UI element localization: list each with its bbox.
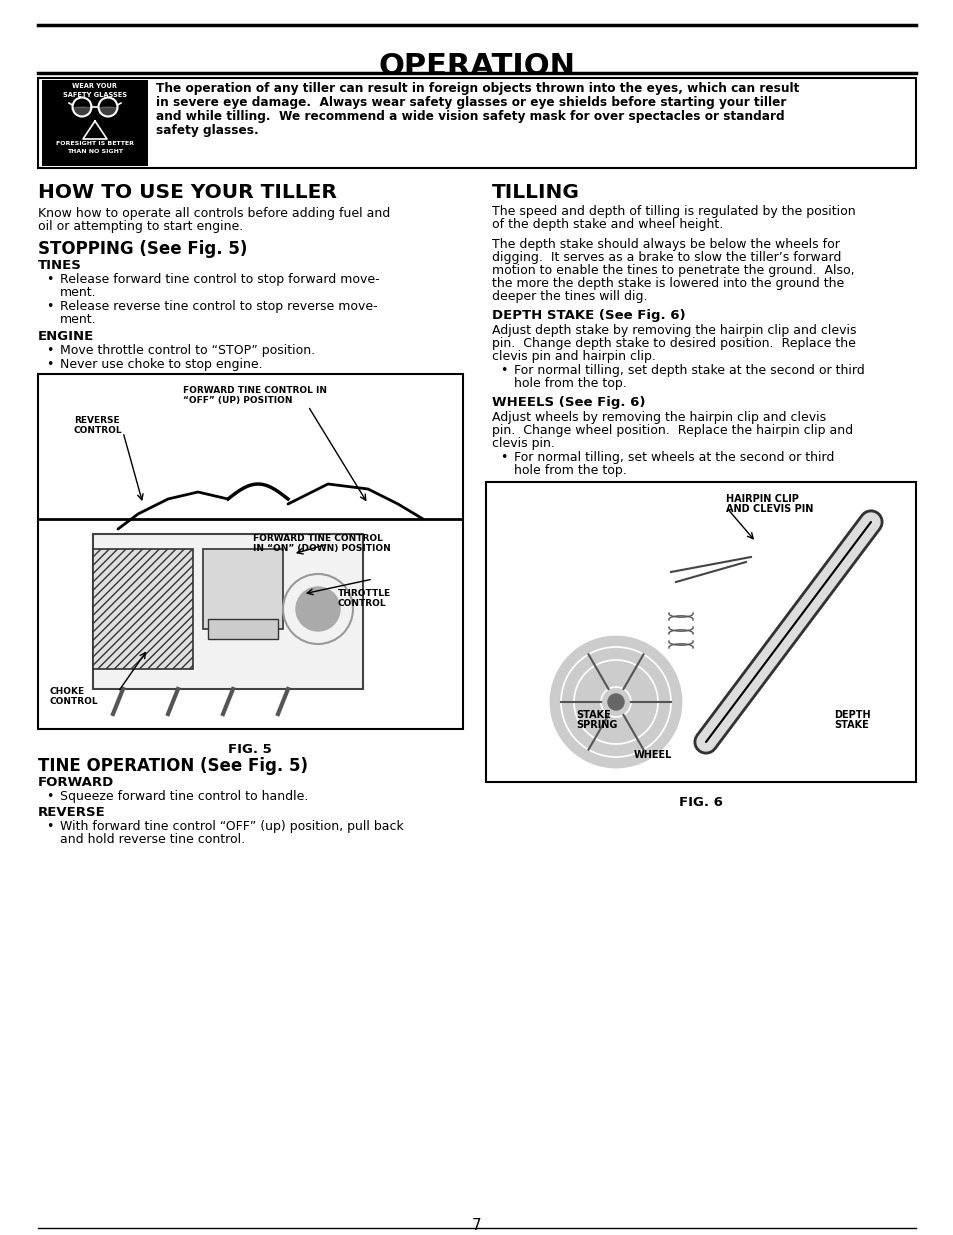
- Bar: [38, 374, 462, 729]
- Text: TINE OPERATION (See Fig. 5): TINE OPERATION (See Fig. 5): [38, 757, 308, 776]
- Text: Squeeze forward tine control to handle.: Squeeze forward tine control to handle.: [60, 790, 308, 803]
- Circle shape: [755, 664, 764, 674]
- Text: hole from the top.: hole from the top.: [514, 377, 626, 390]
- Text: For normal tilling, set wheels at the second or third: For normal tilling, set wheels at the se…: [514, 451, 834, 464]
- Text: WHEELS (See Fig. 6): WHEELS (See Fig. 6): [492, 396, 645, 409]
- Text: FIG. 6: FIG. 6: [679, 797, 722, 809]
- Circle shape: [776, 636, 786, 646]
- Text: HOW TO USE YOUR TILLER: HOW TO USE YOUR TILLER: [38, 183, 336, 203]
- Text: Adjust depth stake by removing the hairpin clip and clevis: Adjust depth stake by removing the hairp…: [492, 324, 856, 337]
- Bar: [203, 550, 283, 629]
- Bar: [38, 78, 915, 168]
- Text: DEPTH STAKE (See Fig. 6): DEPTH STAKE (See Fig. 6): [492, 309, 685, 322]
- Text: The operation of any tiller can result in foreign objects thrown into the eyes, : The operation of any tiller can result i…: [156, 82, 799, 95]
- Text: the more the depth stake is lowered into the ground the: the more the depth stake is lowered into…: [492, 277, 843, 290]
- Text: and hold reverse tine control.: and hold reverse tine control.: [60, 832, 245, 846]
- Text: REVERSE: REVERSE: [38, 806, 106, 819]
- Text: FORWARD TINE CONTROL: FORWARD TINE CONTROL: [253, 534, 382, 543]
- Text: IN “ON” (DOWN) POSITION: IN “ON” (DOWN) POSITION: [253, 543, 391, 553]
- Text: •: •: [46, 300, 53, 312]
- Text: WEAR YOUR: WEAR YOUR: [72, 83, 117, 89]
- Text: STAKE: STAKE: [833, 720, 868, 730]
- Text: WHEEL: WHEEL: [634, 750, 672, 760]
- Text: With forward tine control “OFF” (up) position, pull back: With forward tine control “OFF” (up) pos…: [60, 820, 403, 832]
- Text: clevis pin.: clevis pin.: [492, 437, 555, 450]
- Text: REVERSE: REVERSE: [74, 416, 119, 425]
- Circle shape: [295, 587, 339, 631]
- Text: •: •: [46, 820, 53, 832]
- Text: The depth stake should always be below the wheels for: The depth stake should always be below t…: [492, 238, 839, 251]
- Text: For normal tilling, set depth stake at the second or third: For normal tilling, set depth stake at t…: [514, 364, 863, 377]
- Text: FORWARD TINE CONTROL IN: FORWARD TINE CONTROL IN: [183, 387, 327, 395]
- Text: pin.  Change wheel position.  Replace the hairpin clip and: pin. Change wheel position. Replace the …: [492, 424, 852, 437]
- Text: oil or attempting to start engine.: oil or attempting to start engine.: [38, 220, 243, 233]
- Text: CHOKE: CHOKE: [50, 687, 85, 697]
- Text: Never use choke to stop engine.: Never use choke to stop engine.: [60, 358, 262, 370]
- Text: TILLING: TILLING: [492, 183, 579, 203]
- Text: clevis pin and hairpin clip.: clevis pin and hairpin clip.: [492, 350, 656, 363]
- Text: hole from the top.: hole from the top.: [514, 464, 626, 477]
- Text: THROTTLE: THROTTLE: [337, 589, 391, 598]
- Text: CONTROL: CONTROL: [50, 697, 98, 706]
- Wedge shape: [72, 107, 91, 116]
- Circle shape: [607, 694, 623, 710]
- Circle shape: [733, 693, 743, 703]
- Text: of the depth stake and wheel height.: of the depth stake and wheel height.: [492, 219, 722, 231]
- Text: TINES: TINES: [38, 259, 82, 272]
- Text: 7: 7: [472, 1218, 481, 1233]
- Bar: [42, 80, 148, 165]
- Wedge shape: [98, 107, 117, 116]
- Text: digging.  It serves as a brake to slow the tiller’s forward: digging. It serves as a brake to slow th…: [492, 251, 841, 264]
- Text: DEPTH: DEPTH: [833, 710, 870, 720]
- Text: FORWARD: FORWARD: [38, 776, 114, 789]
- Text: Know how to operate all controls before adding fuel and: Know how to operate all controls before …: [38, 207, 390, 220]
- Text: •: •: [499, 451, 507, 464]
- Text: •: •: [46, 345, 53, 357]
- Text: HAIRPIN CLIP: HAIRPIN CLIP: [725, 494, 798, 504]
- Bar: [485, 482, 915, 782]
- Text: The speed and depth of tilling is regulated by the position: The speed and depth of tilling is regula…: [492, 205, 855, 219]
- Bar: [92, 550, 193, 669]
- Text: “OFF” (UP) POSITION: “OFF” (UP) POSITION: [183, 396, 293, 405]
- Text: FORESIGHT IS BETTER: FORESIGHT IS BETTER: [56, 141, 133, 146]
- Text: motion to enable the tines to penetrate the ground.  Also,: motion to enable the tines to penetrate …: [492, 264, 854, 277]
- Text: AND CLEVIS PIN: AND CLEVIS PIN: [725, 504, 813, 514]
- Circle shape: [798, 608, 807, 618]
- Text: CONTROL: CONTROL: [337, 599, 386, 608]
- Text: CONTROL: CONTROL: [74, 426, 123, 435]
- Text: ment.: ment.: [60, 287, 96, 299]
- Text: •: •: [46, 790, 53, 803]
- Text: STOPPING (See Fig. 5): STOPPING (See Fig. 5): [38, 240, 247, 258]
- Text: •: •: [46, 273, 53, 287]
- Text: FIG. 5: FIG. 5: [228, 743, 272, 756]
- Text: ment.: ment.: [60, 312, 96, 326]
- Text: STAKE: STAKE: [576, 710, 610, 720]
- Text: SPRING: SPRING: [576, 720, 617, 730]
- Text: safety glasses.: safety glasses.: [156, 124, 258, 137]
- Circle shape: [551, 637, 680, 767]
- Text: Adjust wheels by removing the hairpin clip and clevis: Adjust wheels by removing the hairpin cl…: [492, 411, 825, 424]
- Text: OPERATION: OPERATION: [378, 52, 575, 82]
- Text: SAFETY GLASSES: SAFETY GLASSES: [63, 91, 127, 98]
- Text: ENGINE: ENGINE: [38, 330, 94, 343]
- Text: Move throttle control to “STOP” position.: Move throttle control to “STOP” position…: [60, 345, 314, 357]
- Text: THAN NO SIGHT: THAN NO SIGHT: [67, 149, 123, 154]
- Text: Release forward tine control to stop forward move-: Release forward tine control to stop for…: [60, 273, 379, 287]
- Text: and while tilling.  We recommend a wide vision safety mask for over spectacles o: and while tilling. We recommend a wide v…: [156, 110, 783, 124]
- Text: pin.  Change depth stake to desired position.  Replace the: pin. Change depth stake to desired posit…: [492, 337, 855, 350]
- Text: •: •: [499, 364, 507, 377]
- Bar: [92, 534, 363, 689]
- Text: in severe eye damage.  Always wear safety glasses or eye shields before starting: in severe eye damage. Always wear safety…: [156, 96, 785, 109]
- Text: deeper the tines will dig.: deeper the tines will dig.: [492, 290, 647, 303]
- Text: Release reverse tine control to stop reverse move-: Release reverse tine control to stop rev…: [60, 300, 377, 312]
- Bar: [208, 619, 277, 638]
- Circle shape: [819, 579, 829, 589]
- Text: •: •: [46, 358, 53, 370]
